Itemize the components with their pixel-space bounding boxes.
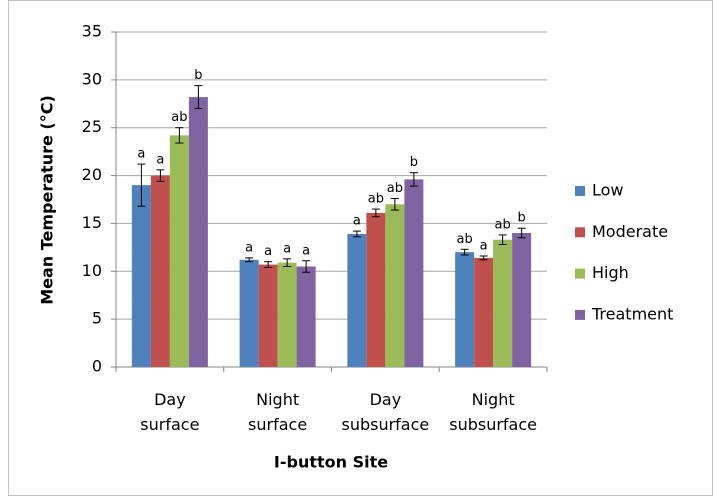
bar bbox=[455, 252, 475, 367]
bar bbox=[404, 179, 424, 367]
legend-label: Moderate bbox=[592, 222, 668, 241]
x-tick-label-line: surface bbox=[248, 415, 307, 434]
annotation: b bbox=[194, 68, 202, 83]
bar bbox=[169, 135, 189, 367]
error-bar bbox=[175, 127, 184, 144]
annotation: a bbox=[283, 241, 291, 256]
x-tick-label-line: subsurface bbox=[449, 415, 537, 434]
annotation: a bbox=[264, 244, 272, 259]
bar bbox=[512, 233, 532, 367]
annotation: a bbox=[245, 240, 253, 255]
y-tick-label: 5 bbox=[92, 309, 102, 328]
bar bbox=[277, 262, 297, 367]
x-tick-label-line: Day bbox=[154, 390, 186, 409]
error-bar bbox=[194, 85, 203, 110]
error-bar bbox=[137, 163, 146, 207]
error-bar bbox=[460, 248, 469, 256]
bar bbox=[366, 212, 386, 367]
x-tick-label-line: Day bbox=[370, 390, 402, 409]
y-tick-label: 20 bbox=[82, 165, 102, 184]
annotation: ab bbox=[457, 232, 473, 247]
annotation: a bbox=[156, 152, 164, 167]
error-bar bbox=[517, 227, 526, 239]
y-tick-label: 15 bbox=[82, 213, 102, 232]
legend-label: High bbox=[592, 263, 629, 282]
error-bar bbox=[302, 260, 311, 273]
legend-swatch bbox=[575, 186, 585, 196]
x-tick-label-line: subsurface bbox=[341, 415, 429, 434]
annotation: a bbox=[480, 238, 488, 253]
y-tick-label: 35 bbox=[82, 22, 102, 41]
bar bbox=[385, 204, 405, 367]
annotation: a bbox=[137, 147, 145, 162]
error-bar bbox=[498, 234, 507, 245]
y-axis-title: Mean Temperature (°C) bbox=[38, 95, 57, 305]
error-bar bbox=[390, 198, 399, 211]
error-bar bbox=[264, 261, 273, 268]
annotation: b bbox=[410, 155, 418, 170]
annotation: ab bbox=[387, 181, 403, 196]
bar bbox=[239, 259, 259, 367]
x-tick-label-line: surface bbox=[140, 415, 199, 434]
bar bbox=[150, 175, 170, 367]
bar bbox=[258, 264, 278, 367]
x-tick-label: Day surface bbox=[140, 390, 199, 434]
x-tick-label: Night surface bbox=[248, 390, 307, 434]
bar bbox=[296, 266, 316, 367]
bar bbox=[188, 97, 208, 367]
x-tick-label: Day subsurface bbox=[341, 390, 429, 434]
x-tick-label-line: Night bbox=[472, 390, 515, 409]
y-tick-label: 25 bbox=[82, 117, 102, 136]
annotation: b bbox=[517, 211, 525, 226]
legend-swatch bbox=[575, 227, 585, 238]
legend-swatch bbox=[575, 309, 585, 320]
error-bar bbox=[245, 257, 254, 263]
legend-label: Low bbox=[592, 181, 624, 200]
y-tick-label: 10 bbox=[82, 261, 102, 280]
error-bar bbox=[371, 208, 380, 218]
error-bar bbox=[283, 258, 292, 267]
annotation: ab bbox=[171, 110, 187, 125]
bar bbox=[131, 185, 151, 367]
y-tick-label: 30 bbox=[82, 69, 102, 88]
x-tick-label-line: Night bbox=[256, 390, 299, 409]
error-bar bbox=[479, 255, 488, 261]
legend-swatch bbox=[575, 268, 585, 279]
y-tick-label: 0 bbox=[92, 357, 102, 376]
x-axis-title: I-button Site bbox=[274, 453, 388, 472]
legend-label: Treatment bbox=[591, 304, 673, 323]
bar bbox=[493, 239, 513, 367]
x-tick-label: Night subsurface bbox=[449, 390, 537, 434]
annotation: ab bbox=[495, 217, 511, 232]
error-bar bbox=[156, 169, 165, 182]
annotation: a bbox=[353, 214, 361, 229]
bar bbox=[347, 233, 367, 367]
error-bar bbox=[409, 172, 418, 187]
bar bbox=[474, 257, 494, 367]
annotation: a bbox=[302, 243, 310, 258]
annotation: ab bbox=[368, 192, 384, 207]
error-bar bbox=[352, 230, 361, 238]
